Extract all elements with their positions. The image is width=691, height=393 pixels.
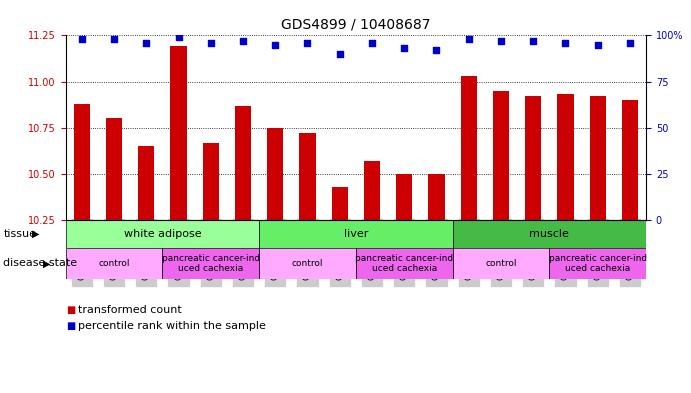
Bar <box>332 187 348 220</box>
Bar <box>364 161 380 220</box>
Text: liver: liver <box>343 229 368 239</box>
Bar <box>356 248 453 279</box>
Text: tissue: tissue <box>3 229 37 239</box>
Bar <box>66 220 259 248</box>
Bar <box>267 128 283 220</box>
Text: white adipose: white adipose <box>124 229 201 239</box>
Bar <box>453 220 646 248</box>
Text: control: control <box>292 259 323 268</box>
Point <box>560 40 571 46</box>
Point <box>399 45 410 51</box>
Point <box>334 51 346 57</box>
Bar <box>106 118 122 220</box>
Point <box>463 36 474 42</box>
Bar <box>235 106 251 220</box>
Text: control: control <box>485 259 517 268</box>
Point <box>625 40 636 46</box>
Bar <box>66 248 162 279</box>
Point <box>108 36 120 42</box>
Bar <box>171 46 187 220</box>
Bar <box>589 96 606 220</box>
Bar <box>453 248 549 279</box>
Point <box>173 34 184 40</box>
Bar <box>525 96 541 220</box>
Bar <box>138 146 154 220</box>
Point <box>269 42 281 48</box>
Text: pancreatic cancer-ind
uced cachexia: pancreatic cancer-ind uced cachexia <box>355 253 453 273</box>
Bar <box>622 100 638 220</box>
Point <box>431 47 442 53</box>
Bar <box>558 94 574 220</box>
Bar <box>493 91 509 220</box>
Title: GDS4899 / 10408687: GDS4899 / 10408687 <box>281 17 430 31</box>
Text: ▶: ▶ <box>43 258 50 268</box>
Bar <box>299 133 316 220</box>
Point <box>76 36 87 42</box>
Text: muscle: muscle <box>529 229 569 239</box>
Bar <box>549 248 646 279</box>
Text: control: control <box>98 259 130 268</box>
Point <box>238 38 249 44</box>
Text: pancreatic cancer-ind
uced cachexia: pancreatic cancer-ind uced cachexia <box>549 253 647 273</box>
Bar <box>74 104 90 220</box>
Text: ■: ■ <box>66 305 75 316</box>
Point <box>141 40 152 46</box>
Point <box>302 40 313 46</box>
Point <box>205 40 216 46</box>
Text: pancreatic cancer-ind
uced cachexia: pancreatic cancer-ind uced cachexia <box>162 253 260 273</box>
Bar <box>428 174 444 220</box>
Bar <box>259 220 453 248</box>
Point <box>366 40 377 46</box>
Text: ■: ■ <box>66 321 75 331</box>
Text: transformed count: transformed count <box>78 305 182 316</box>
Text: percentile rank within the sample: percentile rank within the sample <box>78 321 266 331</box>
Point <box>592 42 603 48</box>
Bar <box>162 248 259 279</box>
Bar <box>259 248 356 279</box>
Text: disease state: disease state <box>3 258 77 268</box>
Bar <box>396 174 413 220</box>
Bar <box>202 143 219 220</box>
Bar <box>461 76 477 220</box>
Point <box>495 38 507 44</box>
Text: ▶: ▶ <box>32 229 39 239</box>
Point <box>528 38 539 44</box>
